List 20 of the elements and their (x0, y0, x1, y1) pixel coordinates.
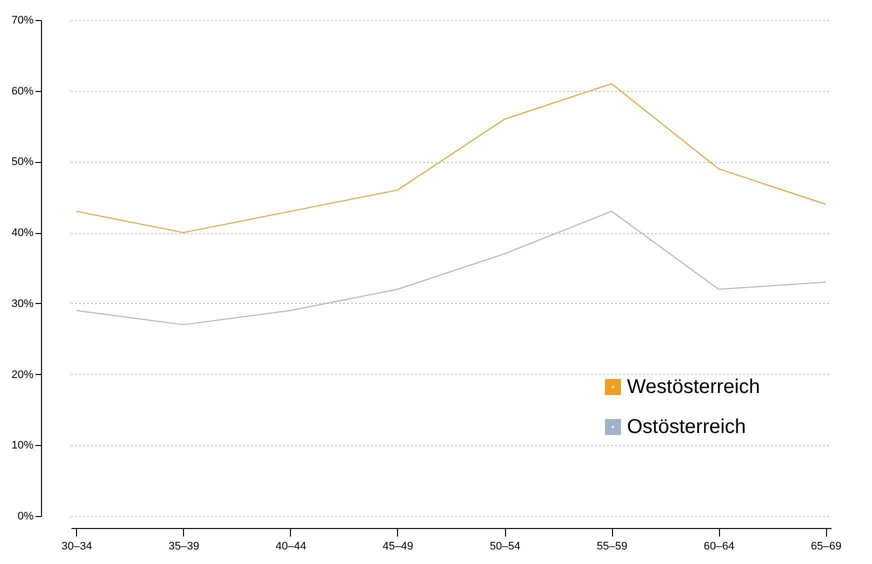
x-tick-label: 50–54 (490, 540, 520, 552)
y-tick-label: 0% (18, 510, 34, 522)
y-tick-label: 70% (11, 14, 34, 26)
x-tick-label: 45–49 (382, 540, 414, 552)
x-tick-label: 60–64 (704, 540, 734, 552)
x-tick-label: 30–34 (62, 540, 92, 552)
y-tick-label: 30% (11, 298, 34, 310)
y-tick-label: 40% (11, 227, 34, 240)
x-tick-label: 65–69 (810, 540, 842, 552)
y-tick-label: 60% (11, 85, 34, 98)
x-tick-label: 55–59 (596, 540, 628, 552)
y-tick-label: 20% (11, 368, 34, 381)
y-tick-label: 50% (11, 156, 34, 168)
line-series (76, 83, 826, 234)
x-tick-label: 35–39 (168, 540, 200, 552)
legend-label: Westösterreich (627, 376, 760, 398)
line-series (76, 210, 826, 326)
legend-label: Ostösterreich (627, 416, 746, 438)
y-tick-label: 10% (11, 440, 34, 452)
x-tick-label: 40–44 (276, 540, 306, 552)
